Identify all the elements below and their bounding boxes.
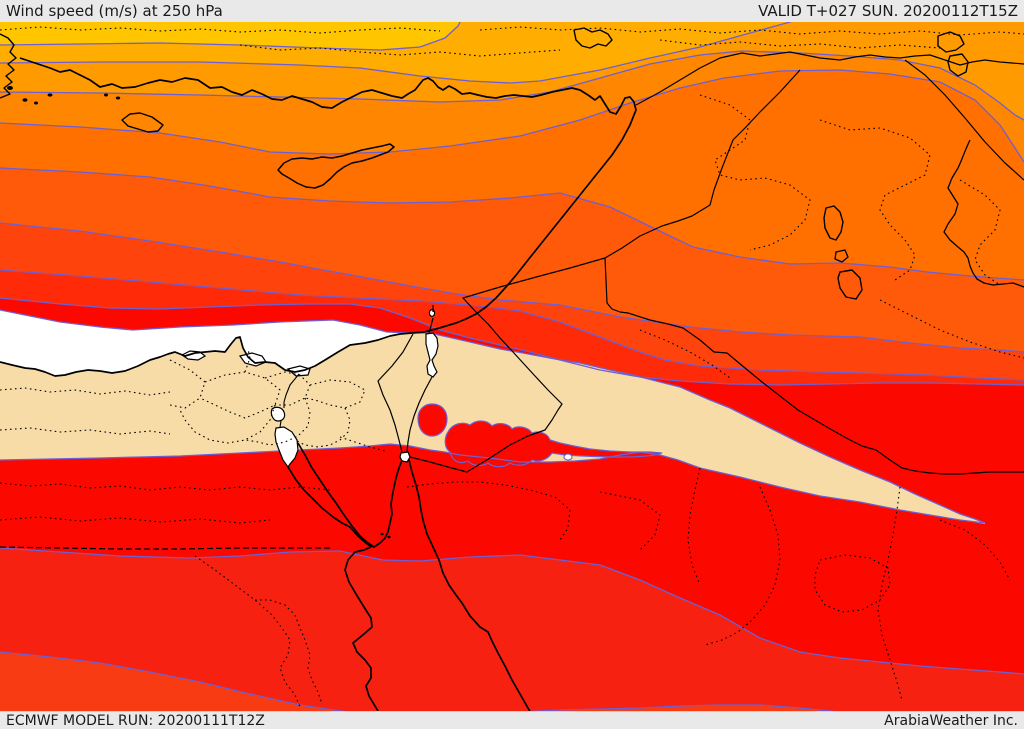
- lake-urmia: [947, 53, 969, 77]
- border-turkey-iran: [904, 59, 1024, 181]
- border-egypt-israel: [377, 333, 414, 453]
- band-south-red2: [0, 548, 1024, 729]
- cyprus-outline: [277, 143, 395, 189]
- core-red-pocket-west: [417, 403, 448, 437]
- footer-bar: ECMWF MODEL RUN: 20200111T12Z ArabiaWeat…: [0, 711, 1024, 729]
- iraq-lake-tharthar: [823, 205, 844, 241]
- lake-tuz: [573, 27, 613, 49]
- band-south-red3: [0, 652, 1024, 729]
- red-sea-west-coast: [287, 466, 386, 729]
- core-white-dot: [563, 453, 573, 461]
- egypt-coast: [0, 332, 413, 377]
- rhodes-outline: [121, 112, 164, 133]
- border-jordan-saudi-zigzag: [409, 257, 606, 473]
- greek-coast-edge: [0, 33, 17, 99]
- turkey-levant-coast: [19, 57, 637, 334]
- map-title: Wind speed (m/s) at 250 hPa: [6, 2, 223, 20]
- dead-sea: [425, 332, 439, 378]
- admin-boundaries-dotted: [0, 26, 1024, 708]
- lake-van: [937, 31, 965, 53]
- aegean-islands: [7, 86, 391, 539]
- border-jordan-rift: [406, 305, 434, 453]
- aqaba-saudi-coast: [408, 459, 541, 729]
- bitter-lake: [270, 406, 286, 422]
- border-egypt-sudan: [0, 546, 332, 550]
- country-borders: [0, 51, 1024, 550]
- model-run-label: ECMWF MODEL RUN: 20200111T12Z: [6, 712, 265, 729]
- valid-time-label: VALID T+027 SUN. 20200112T15Z: [758, 2, 1018, 20]
- iraq-lake-habbaniyah: [834, 249, 849, 263]
- brand-label: ArabiaWeather Inc.: [884, 712, 1018, 729]
- iraq-lake-razazza: [837, 269, 863, 300]
- border-syria-iraq: [604, 69, 801, 259]
- coastlines: [0, 27, 1024, 729]
- euphrates-river: [943, 139, 1024, 288]
- sea-of-galilee: [428, 309, 436, 318]
- sinai-coast: [297, 442, 403, 548]
- suez-canal: [279, 373, 300, 428]
- core-sea-mediterranean: [0, 310, 412, 376]
- border-turkey-syria: [635, 51, 1024, 106]
- water-bodies: [180, 309, 439, 469]
- gulf-of-aqaba-head: [399, 451, 411, 463]
- border-jordan-iraq-saudi: [604, 257, 1024, 475]
- header-bar: Wind speed (m/s) at 250 hPa VALID T+027 …: [0, 0, 1024, 22]
- gulf-of-suez-head: [274, 426, 299, 469]
